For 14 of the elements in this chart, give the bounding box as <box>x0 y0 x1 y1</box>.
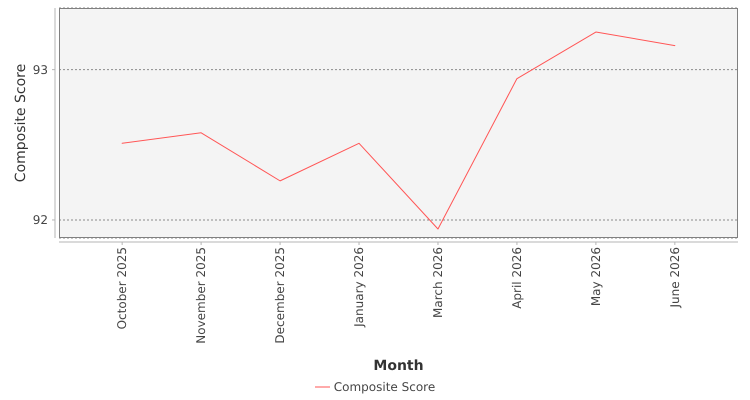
line-series <box>122 32 676 230</box>
x-tick-label: May 2026 <box>588 247 603 306</box>
y-tick-label: 93 <box>32 62 48 77</box>
x-axis-title: Month <box>373 358 424 374</box>
x-tick-label: March 2026 <box>430 247 445 318</box>
y-tick-label: 92 <box>32 213 48 228</box>
legend-label: Composite Score <box>334 380 436 394</box>
y-axis-title: Composite Score <box>12 64 29 182</box>
x-tick-label: April 2026 <box>510 247 524 309</box>
x-tick-label: June 2026 <box>668 247 682 308</box>
x-tick-label: January 2026 <box>352 247 366 328</box>
x-tick-label: November 2025 <box>194 247 208 344</box>
x-tick-label: October 2025 <box>115 247 130 330</box>
x-tick-label: December 2025 <box>273 247 288 344</box>
